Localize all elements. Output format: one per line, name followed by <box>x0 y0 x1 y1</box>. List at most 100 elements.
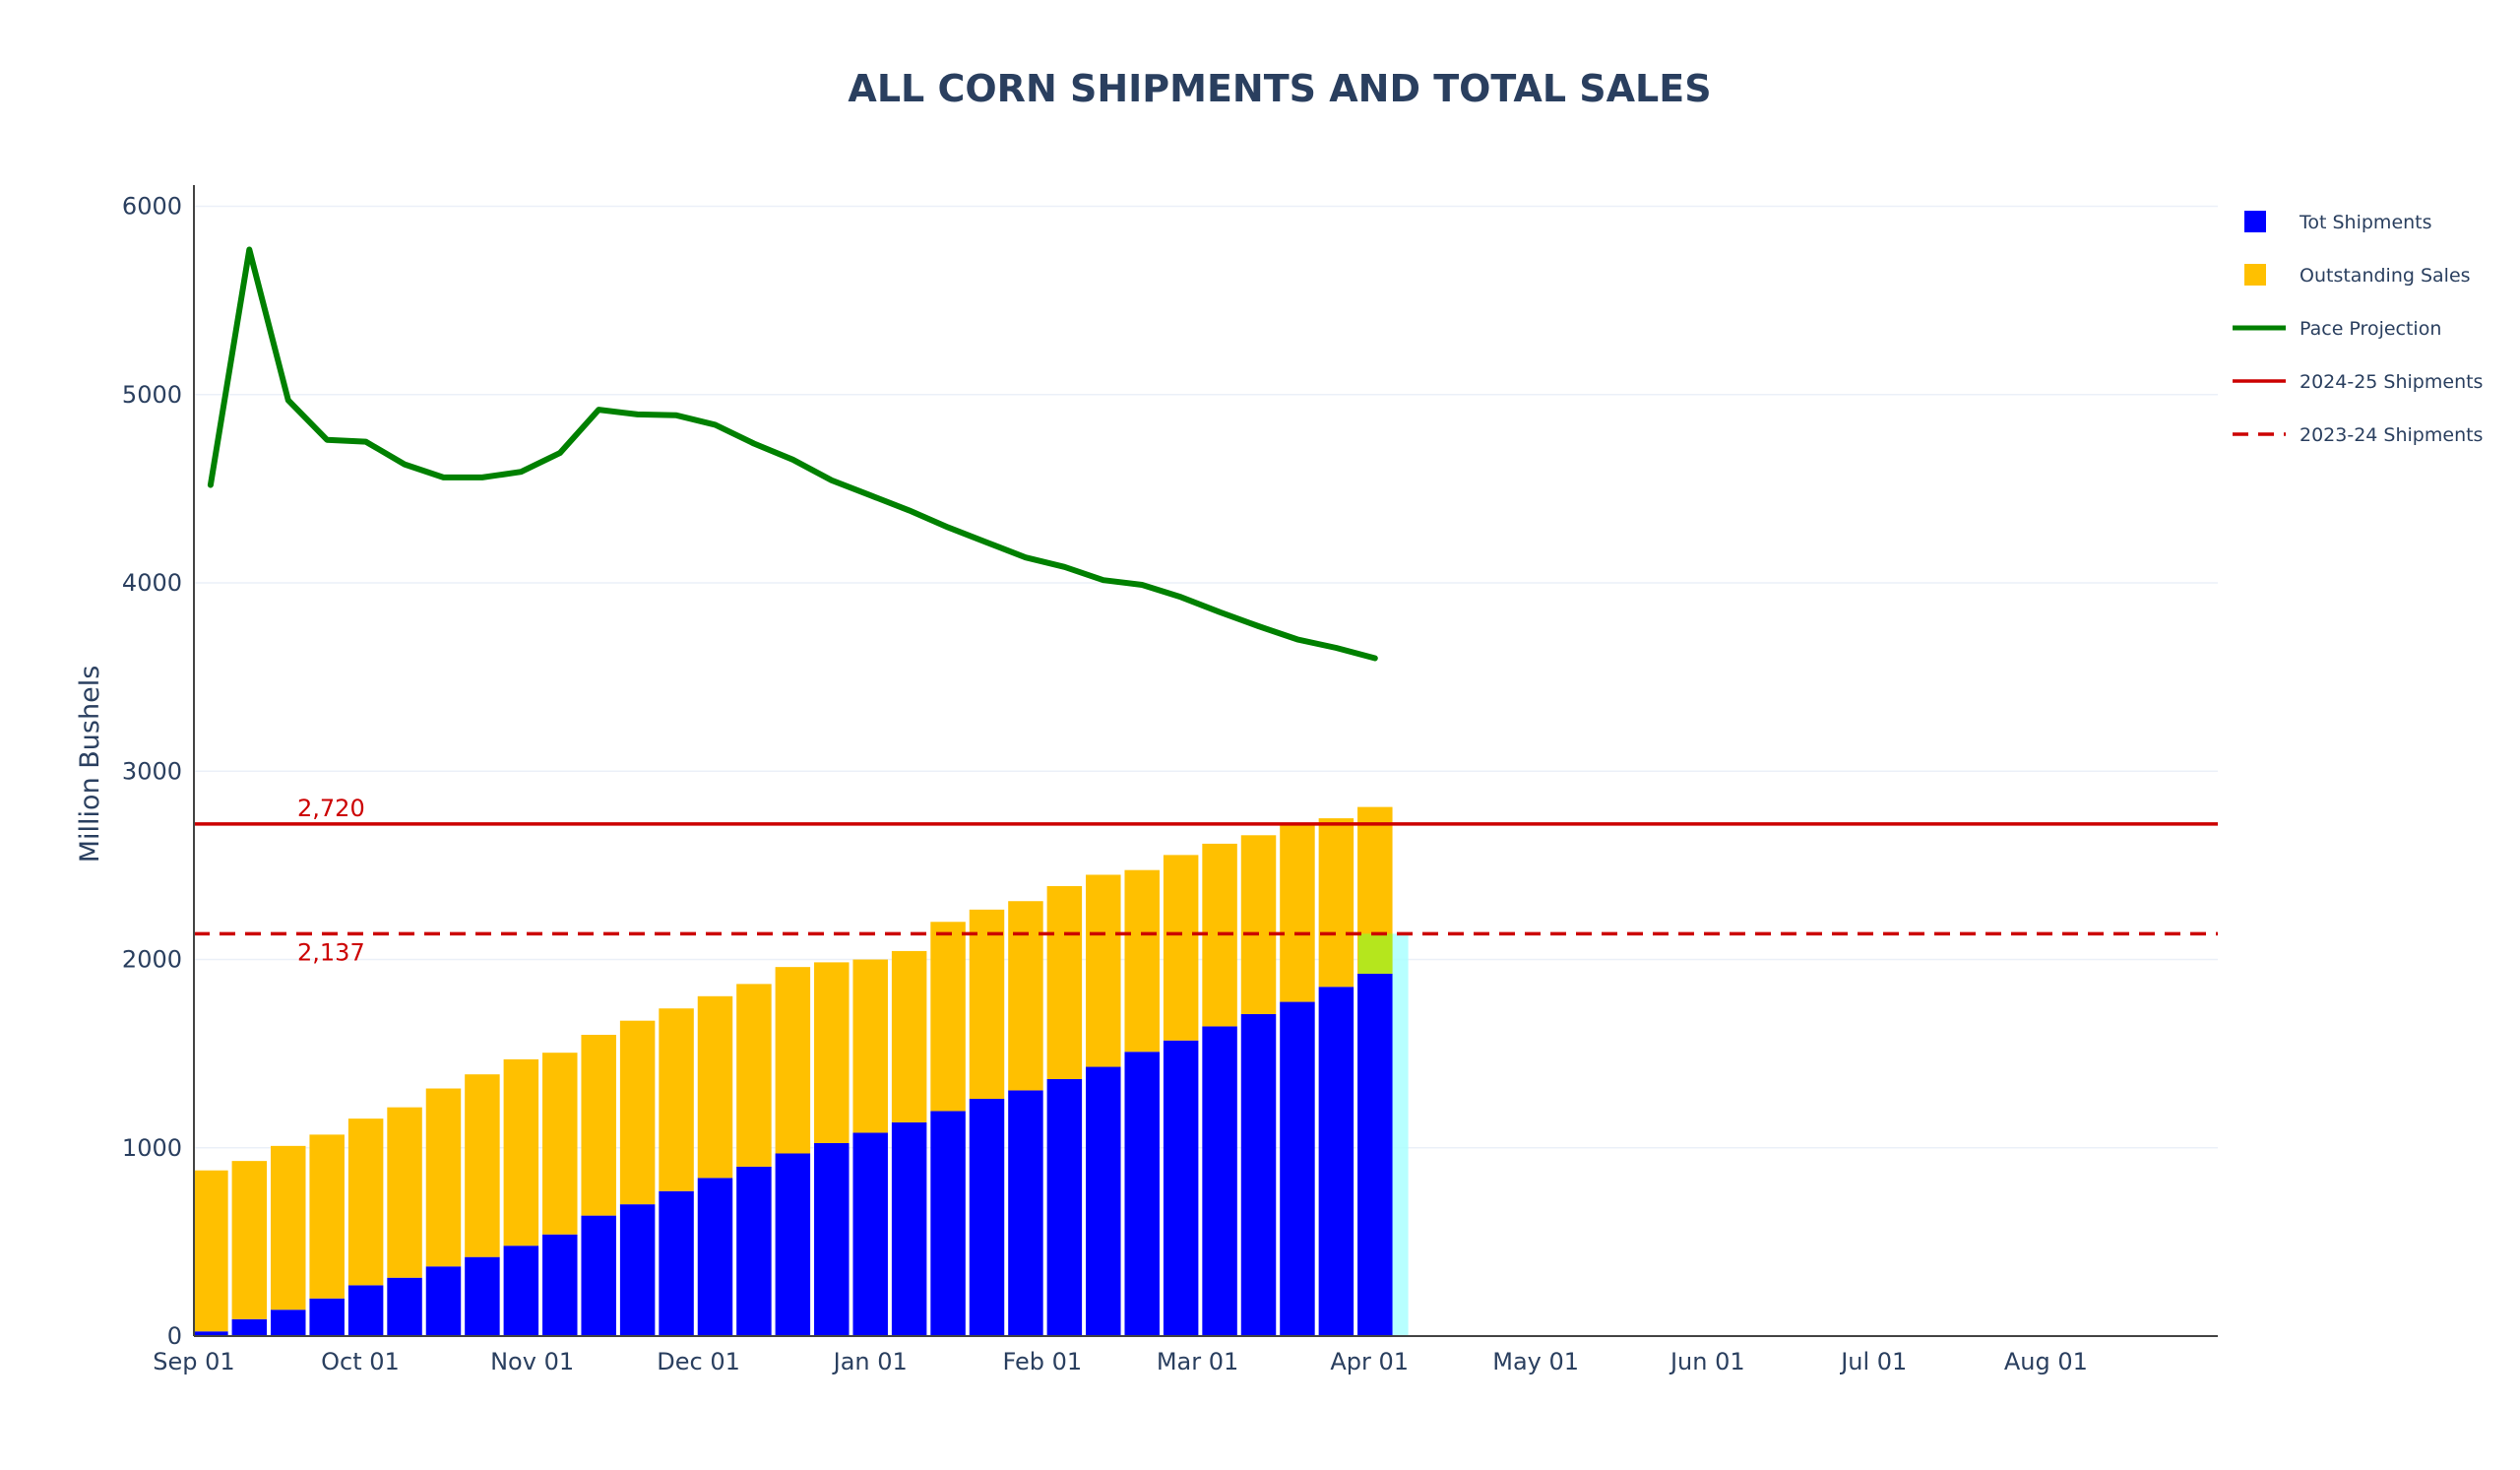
bar-series <box>193 806 1393 1336</box>
bar-outstanding-sales <box>891 950 927 1122</box>
bar-tot-shipments <box>1240 1013 1277 1336</box>
x-tick-label: Oct 01 <box>321 1348 400 1375</box>
bar-tot-shipments <box>1124 1052 1160 1336</box>
bar-outstanding-sales <box>542 1053 578 1235</box>
bar-outstanding-sales <box>930 922 966 1112</box>
bar-outstanding-sales <box>1318 818 1354 988</box>
bar-tot-shipments <box>1357 973 1393 1336</box>
x-tick-label: Aug 01 <box>2004 1348 2088 1375</box>
bar-outstanding-sales <box>271 1145 306 1310</box>
bar-outstanding-sales <box>309 1134 345 1299</box>
bar-outstanding-sales <box>969 909 1005 1100</box>
bar-tot-shipments <box>619 1204 656 1336</box>
legend-label: 2024-25 Shipments <box>2300 371 2483 393</box>
bar-outstanding-sales <box>1240 835 1277 1014</box>
bar-tot-shipments <box>1280 1001 1315 1336</box>
bar-tot-shipments <box>542 1234 578 1336</box>
bar-outstanding-sales <box>1124 869 1160 1053</box>
bar-tot-shipments <box>775 1153 811 1336</box>
bar-tot-shipments <box>465 1256 500 1336</box>
bar-tot-shipments <box>581 1215 616 1336</box>
bar-outstanding-sales <box>1280 823 1315 1002</box>
bar-tot-shipments <box>231 1318 268 1336</box>
bar-tot-shipments <box>852 1132 888 1336</box>
y-tick-label: 6000 <box>122 193 182 221</box>
bar-tot-shipments <box>697 1178 733 1336</box>
y-tick-label: 4000 <box>122 569 182 597</box>
legend-label: Pace Projection <box>2300 318 2441 340</box>
bar-outstanding-sales <box>1008 901 1043 1091</box>
bar-tot-shipments <box>503 1246 539 1336</box>
bar-outstanding-sales <box>736 984 772 1167</box>
bar-tot-shipments <box>814 1142 850 1336</box>
x-tick-label: Dec 01 <box>657 1348 740 1375</box>
line-series <box>207 246 1378 662</box>
bar-tot-shipments <box>1202 1026 1237 1336</box>
bar-outstanding-sales <box>814 962 850 1143</box>
bar-outstanding-sales <box>1046 885 1083 1079</box>
x-tick-label: Nov 01 <box>490 1348 574 1375</box>
bar-tot-shipments <box>271 1310 306 1336</box>
bar-outstanding-sales <box>231 1161 268 1319</box>
x-tick-label: Sep 01 <box>153 1348 234 1375</box>
legend: Tot Shipments Outstanding Sales Pace Proje… <box>2233 211 2483 446</box>
bar-outstanding-sales <box>1086 874 1121 1067</box>
bar-outstanding-sales <box>697 995 733 1179</box>
bar-tot-shipments <box>891 1121 927 1336</box>
bar-outstanding-sales <box>581 1035 616 1216</box>
bar-outstanding-sales <box>193 1170 228 1332</box>
chart-title: ALL CORN SHIPMENTS AND TOTAL SALES <box>848 67 1711 110</box>
bar-outstanding-sales <box>775 967 811 1154</box>
bar-tot-shipments <box>387 1277 422 1336</box>
bar-outstanding-sales <box>619 1020 656 1205</box>
y-tick-label: 3000 <box>122 757 182 785</box>
x-tick-label: May 01 <box>1492 1348 1579 1375</box>
legend-label: Tot Shipments <box>2299 212 2432 233</box>
legend-swatch <box>2244 211 2266 232</box>
band-overlap <box>1357 933 1393 974</box>
bar-tot-shipments <box>969 1099 1005 1336</box>
axes: 0 1000 2000 3000 4000 5000 6000 Sep 01 Oct 01 Nov… <box>122 185 2218 1375</box>
x-tick-label: Apr 01 <box>1330 1348 1409 1375</box>
legend-label: Outstanding Sales <box>2300 265 2471 287</box>
bar-tot-shipments <box>659 1190 694 1336</box>
x-tick-label: Mar 01 <box>1157 1348 1238 1375</box>
bar-outstanding-sales <box>503 1058 539 1246</box>
bar-tot-shipments <box>930 1111 966 1336</box>
bar-outstanding-sales <box>465 1074 500 1257</box>
bar-outstanding-sales <box>347 1118 384 1286</box>
pace-projection-line <box>207 246 1378 662</box>
reference-lines: 2,720 2,137 <box>194 795 2218 966</box>
y-tick-label: 2000 <box>122 946 182 974</box>
bar-band-overlap <box>1357 933 1393 974</box>
x-tick-label: Jul 01 <box>1839 1348 1907 1375</box>
x-tick-label: Jan 01 <box>832 1348 908 1375</box>
x-tick-label: Feb 01 <box>1002 1348 1082 1375</box>
y-tick-label: 5000 <box>122 381 182 409</box>
bar-outstanding-sales <box>852 959 888 1133</box>
y-tick-label: 0 <box>167 1322 182 1350</box>
bar-tot-shipments <box>1163 1040 1199 1336</box>
bar-tot-shipments <box>736 1166 772 1336</box>
bar-outstanding-sales <box>659 1008 694 1191</box>
reference-line-label: 2,137 <box>297 938 365 966</box>
bar-tot-shipments <box>347 1285 384 1336</box>
bar-tot-shipments <box>309 1298 345 1336</box>
bar-tot-shipments <box>1086 1066 1121 1336</box>
x-tick-label: Jun 01 <box>1669 1348 1745 1375</box>
y-tick-label: 1000 <box>122 1134 182 1162</box>
reference-line-label: 2,720 <box>297 795 365 822</box>
bar-tot-shipments <box>193 1331 228 1336</box>
y-axis-title: Million Bushels <box>75 666 105 863</box>
bar-tot-shipments <box>1008 1090 1043 1336</box>
bar-tot-shipments <box>1046 1078 1083 1336</box>
bar-outstanding-sales <box>1163 855 1199 1041</box>
gridlines <box>194 205 2218 1149</box>
legend-swatch <box>2244 264 2266 286</box>
bar-outstanding-sales <box>425 1088 462 1267</box>
legend-label: 2023-24 Shipments <box>2300 424 2483 446</box>
bar-outstanding-sales <box>387 1107 422 1278</box>
bar-tot-shipments <box>425 1266 462 1336</box>
